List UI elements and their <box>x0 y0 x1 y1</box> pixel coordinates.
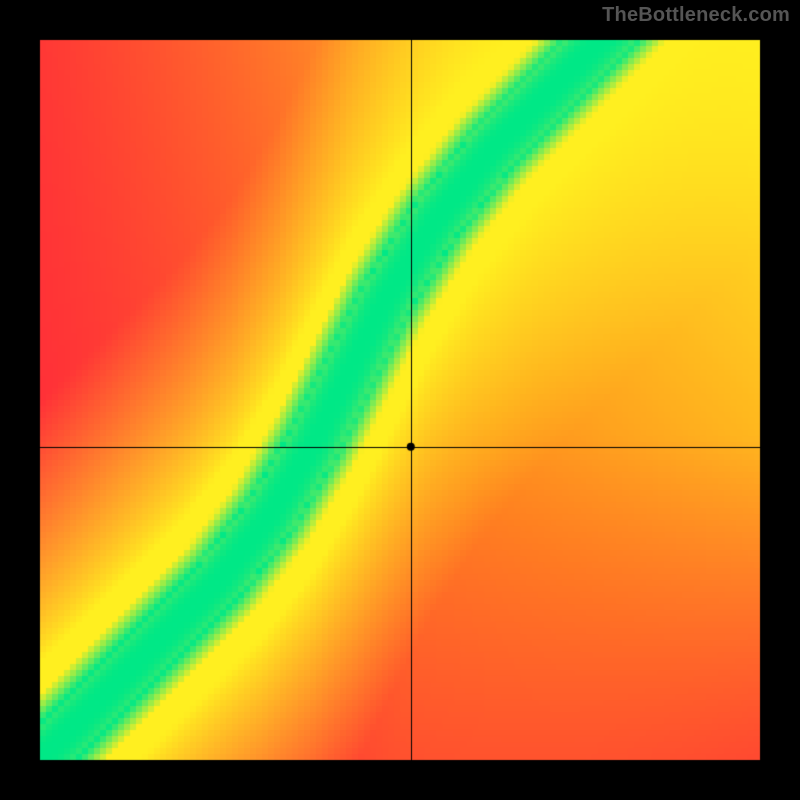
bottleneck-heatmap <box>0 0 800 800</box>
chart-container: { "watermark": { "text": "TheBottleneck.… <box>0 0 800 800</box>
watermark-text: TheBottleneck.com <box>602 4 790 27</box>
